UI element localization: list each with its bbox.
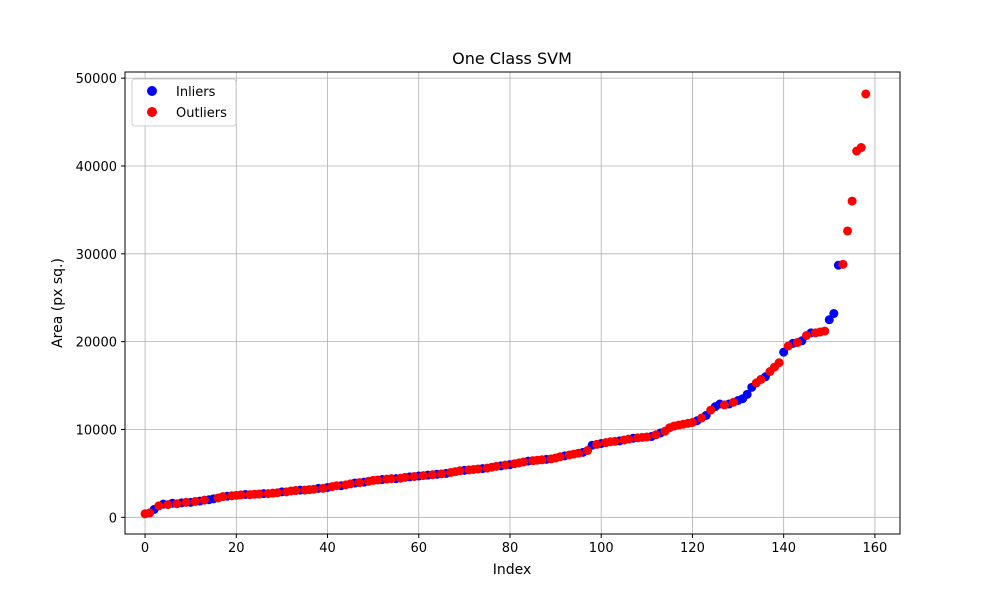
point-outliers — [556, 452, 565, 461]
point-outliers — [291, 486, 300, 495]
point-outliers — [848, 197, 857, 206]
point-outliers — [820, 327, 829, 336]
legend-marker-outliers — [147, 107, 157, 117]
legend-label-outliers: Outliers — [176, 106, 227, 121]
point-outliers — [410, 472, 419, 481]
point-outliers — [583, 446, 592, 455]
point-outliers — [401, 473, 410, 482]
point-outliers — [455, 466, 464, 475]
y-tick-label: 20000 — [76, 336, 117, 351]
point-outliers — [492, 462, 501, 471]
legend-label-inliers: Inliers — [176, 85, 216, 100]
point-outliers — [592, 440, 601, 449]
point-outliers — [346, 479, 355, 488]
point-outliers — [236, 490, 245, 499]
point-outliers — [309, 485, 318, 494]
points-layer — [141, 89, 871, 518]
y-tick-label: 50000 — [76, 72, 117, 87]
point-outliers — [218, 492, 227, 501]
chart-title: One Class SVM — [452, 49, 572, 68]
point-outliers — [793, 338, 802, 347]
point-outliers — [428, 470, 437, 479]
y-tick-label: 10000 — [76, 423, 117, 438]
point-outliers — [145, 508, 154, 517]
point-outliers — [387, 474, 396, 483]
point-outliers — [861, 89, 870, 98]
point-outliers — [273, 488, 282, 497]
ticks-layer: 0 20 40 60 80 100 120 140 160 0 10000 20000 30000 400… — [76, 72, 888, 556]
x-tick-label: 20 — [228, 541, 245, 556]
point-outliers — [191, 497, 200, 506]
legend: Inliers Outliers — [132, 79, 236, 126]
point-inliers — [829, 309, 838, 318]
x-tick-label: 80 — [502, 541, 519, 556]
point-outliers — [537, 455, 546, 464]
point-outliers — [355, 478, 364, 487]
x-tick-label: 160 — [862, 541, 887, 556]
point-outliers — [784, 342, 793, 351]
x-tick-label: 60 — [410, 541, 427, 556]
point-outliers — [501, 461, 510, 470]
point-outliers — [182, 498, 191, 507]
point-outliers — [802, 331, 811, 340]
point-outliers — [437, 469, 446, 478]
point-outliers — [756, 375, 765, 384]
point-outliers — [610, 437, 619, 446]
point-outliers — [574, 449, 583, 458]
point-outliers — [720, 400, 729, 409]
y-tick-label: 40000 — [76, 160, 117, 175]
point-outliers — [697, 414, 706, 423]
point-outliers — [163, 500, 172, 509]
y-axis-label: Area (px sq.) — [50, 258, 66, 348]
point-outliers — [688, 418, 697, 427]
y-tick-label: 0 — [109, 511, 117, 526]
point-outliers — [332, 481, 341, 490]
x-tick-label: 120 — [680, 541, 705, 556]
point-outliers — [419, 471, 428, 480]
point-outliers — [173, 499, 182, 508]
x-tick-label: 0 — [141, 541, 149, 556]
point-outliers — [706, 406, 715, 415]
point-outliers — [200, 496, 209, 505]
x-tick-label: 100 — [589, 541, 614, 556]
x-axis-label: Index — [493, 562, 532, 578]
point-outliers — [474, 465, 483, 474]
x-tick-label: 140 — [771, 541, 796, 556]
point-outliers — [838, 260, 847, 269]
point-outliers — [857, 143, 866, 152]
point-outliers — [154, 501, 163, 510]
x-tick-label: 40 — [319, 541, 336, 556]
y-tick-label: 30000 — [76, 248, 117, 263]
point-outliers — [519, 457, 528, 466]
point-outliers — [775, 358, 784, 367]
point-outliers — [624, 435, 633, 444]
point-outliers — [729, 398, 738, 407]
point-outliers — [255, 490, 264, 499]
point-outliers — [373, 475, 382, 484]
legend-marker-inliers — [147, 86, 157, 96]
point-outliers — [651, 430, 660, 439]
point-outliers — [843, 226, 852, 235]
point-outliers — [318, 484, 327, 493]
point-outliers — [642, 432, 651, 441]
